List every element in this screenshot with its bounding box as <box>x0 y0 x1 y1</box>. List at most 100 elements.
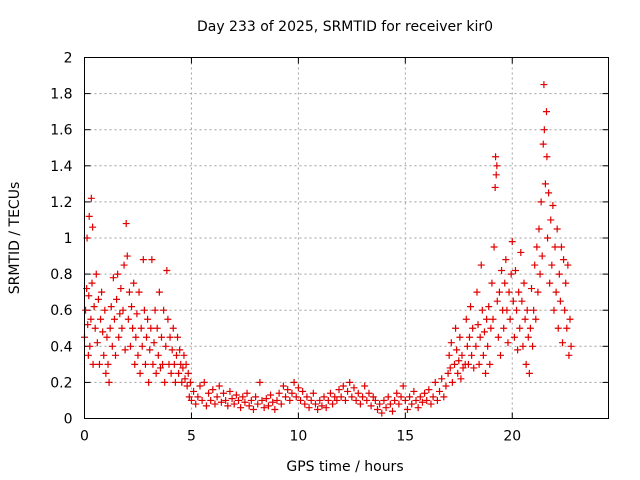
data-point <box>86 342 94 350</box>
y-tick-label: 1.2 <box>50 195 72 211</box>
data-point <box>239 393 247 401</box>
data-point <box>511 266 519 274</box>
data-point <box>483 315 491 323</box>
data-point <box>106 324 114 332</box>
y-tick-label: 0 <box>64 412 73 428</box>
data-point <box>524 333 532 341</box>
data-point <box>533 243 541 251</box>
data-point <box>399 382 407 390</box>
data-point <box>101 306 109 314</box>
data-point <box>299 387 307 395</box>
data-point <box>140 306 148 314</box>
data-point <box>170 360 178 368</box>
data-point <box>444 369 452 377</box>
data-point <box>423 396 431 404</box>
data-point <box>335 386 343 394</box>
data-point <box>138 342 146 350</box>
data-point <box>479 351 487 359</box>
data-point <box>134 351 142 359</box>
data-point <box>122 220 130 228</box>
x-tick-label: 0 <box>80 429 89 445</box>
data-point <box>454 369 462 377</box>
data-point <box>164 315 172 323</box>
x-tick-label: 20 <box>503 429 521 445</box>
data-point <box>477 261 485 269</box>
data-point <box>502 256 510 264</box>
y-tick-label: 0.2 <box>50 375 72 391</box>
data-point <box>200 378 208 386</box>
data-point <box>118 324 126 332</box>
data-point <box>547 216 555 224</box>
data-point <box>133 310 141 318</box>
data-point <box>119 306 127 314</box>
data-point <box>445 351 453 359</box>
data-point <box>484 342 492 350</box>
data-point <box>414 404 422 412</box>
data-point <box>378 409 386 417</box>
data-point <box>99 328 107 336</box>
data-point <box>421 389 429 397</box>
data-point <box>393 389 401 397</box>
data-point <box>506 315 514 323</box>
data-point <box>130 279 138 287</box>
data-point <box>488 279 496 287</box>
data-point <box>363 396 371 404</box>
data-point <box>550 306 558 314</box>
data-point <box>388 407 396 415</box>
data-point <box>537 198 545 206</box>
data-point <box>397 393 405 401</box>
data-point <box>172 351 180 359</box>
data-point <box>108 342 116 350</box>
data-point <box>220 389 228 397</box>
x-tick-label: 5 <box>187 429 196 445</box>
data-point <box>386 400 394 408</box>
data-point <box>564 261 572 269</box>
data-points <box>81 81 575 417</box>
data-point <box>207 396 215 404</box>
y-tick-label: 1 <box>64 231 73 247</box>
data-point <box>171 378 179 386</box>
data-point <box>508 238 516 246</box>
data-point <box>560 256 568 264</box>
data-point <box>451 360 459 368</box>
data-point <box>153 324 161 332</box>
data-point <box>489 315 497 323</box>
data-point <box>226 387 234 395</box>
data-point <box>539 140 547 148</box>
data-point <box>217 398 225 406</box>
data-point <box>241 398 249 406</box>
data-point <box>531 261 539 269</box>
data-point <box>114 270 122 278</box>
data-point <box>491 183 499 191</box>
data-point <box>522 360 530 368</box>
data-point <box>222 396 230 404</box>
data-point <box>182 360 190 368</box>
data-point <box>519 342 527 350</box>
data-point <box>380 396 388 404</box>
data-point <box>438 375 446 383</box>
data-point <box>542 108 550 116</box>
data-point <box>514 346 522 354</box>
data-point <box>406 393 414 401</box>
data-point <box>174 333 182 341</box>
data-point <box>190 387 198 395</box>
data-point <box>168 346 176 354</box>
data-point <box>513 306 521 314</box>
data-point <box>371 396 379 404</box>
data-point <box>496 351 504 359</box>
data-point <box>465 333 473 341</box>
data-point <box>252 393 260 401</box>
data-point <box>124 315 132 323</box>
data-point <box>297 396 305 404</box>
data-point <box>535 225 543 233</box>
data-point <box>90 303 98 311</box>
data-point <box>288 389 296 397</box>
data-point <box>185 393 193 401</box>
data-point <box>215 382 223 390</box>
data-point <box>275 389 283 397</box>
data-point <box>267 391 275 399</box>
data-point <box>433 396 441 404</box>
data-point <box>234 396 242 404</box>
data-point <box>284 386 292 394</box>
data-point <box>194 393 202 401</box>
